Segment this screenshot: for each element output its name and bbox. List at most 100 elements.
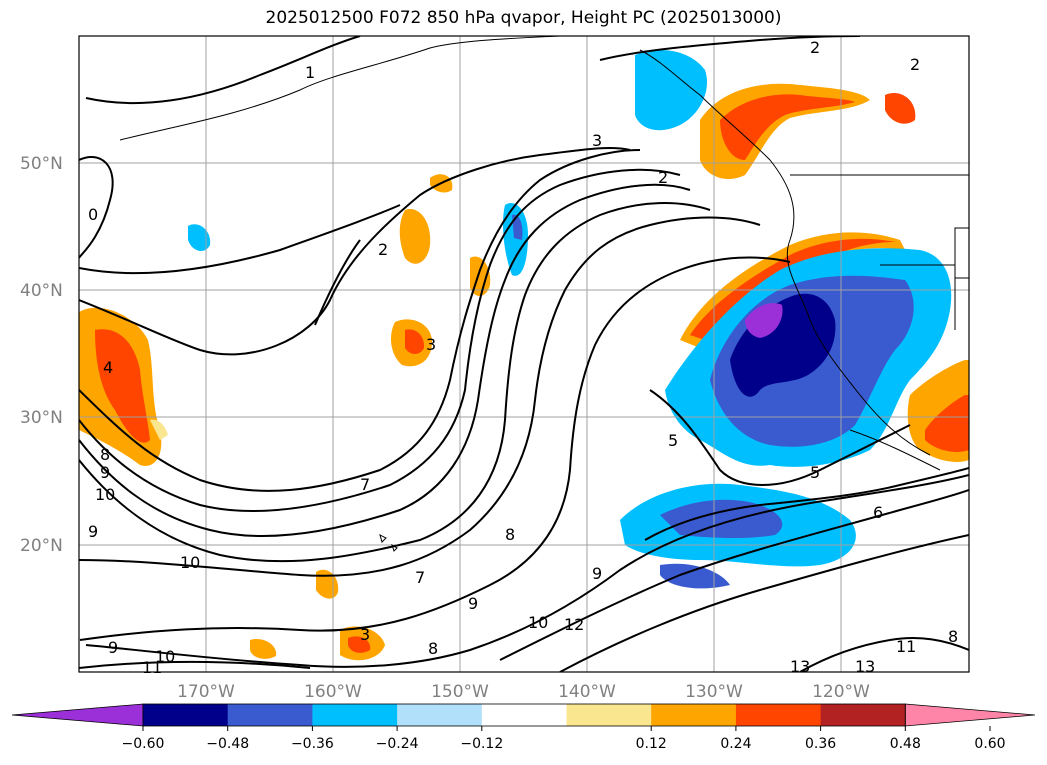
- negative-anomaly-south-core: [660, 499, 783, 539]
- contour-label: 8: [100, 445, 110, 464]
- lon-label: 160°W: [304, 682, 362, 702]
- contour-label: 9: [108, 638, 118, 657]
- contour-6: [79, 202, 711, 563]
- lat-label: 50°N: [20, 154, 63, 174]
- contour-4: [79, 168, 681, 513]
- colorbar-segment: [566, 704, 652, 726]
- contour-2-central: [79, 146, 631, 356]
- positive-anomaly-west-edge: [150, 419, 168, 440]
- graticule: [79, 36, 969, 672]
- colorbar-segment: [227, 704, 313, 726]
- contour-10: [79, 489, 969, 669]
- colorbar-tick-label: −0.60: [122, 736, 165, 752]
- contour-label: 9: [100, 463, 110, 482]
- positive-anomaly-small-2: [316, 569, 339, 599]
- positive-anomaly-small-3-core: [348, 636, 371, 653]
- contour-label: 2: [658, 168, 668, 187]
- negative-anomaly-peak: [745, 303, 783, 338]
- colorbar-segment: [143, 704, 229, 726]
- coastline-aleutians: [299, 36, 561, 91]
- colorbar-segment: [397, 704, 483, 726]
- negative-anomaly-small-1: [188, 224, 211, 252]
- positive-anomaly-bc-core: [720, 94, 855, 160]
- contour-label-group: 1 2 2 2 2 3 3 0 4 8 9 10 9 10 9 10 11 7 …: [88, 38, 958, 677]
- contour-6-ca: [644, 467, 969, 541]
- contour-label: 13: [855, 657, 875, 676]
- colorbar: −0.60 −0.48 −0.36 −0.24 −0.12 0.12 0.24 0.36 0.4…: [11, 703, 1036, 752]
- colorbar-segment: [735, 704, 822, 726]
- contour-label: 9: [468, 594, 478, 613]
- lon-label: 120°W: [812, 682, 870, 702]
- contour-7: [79, 216, 761, 577]
- coastline-aleutians-west: [119, 89, 301, 141]
- colorbar-segment: [312, 704, 398, 726]
- positive-anomaly-160w: [399, 209, 431, 264]
- contour-label: 10: [528, 613, 548, 632]
- positive-anomaly-155w-core: [405, 329, 425, 354]
- colorbar-segment: [651, 704, 737, 726]
- lon-label: 170°W: [177, 682, 235, 702]
- colorbar-tick-label: −0.36: [291, 736, 334, 752]
- map-frame: [78, 35, 970, 673]
- negative-anomaly-145w: [502, 203, 528, 276]
- contour-label: 12: [564, 615, 584, 634]
- positive-anomaly-baja-core: [925, 395, 969, 452]
- contour-label: 2: [378, 240, 388, 259]
- colorbar-tick-label: −0.12: [460, 736, 503, 752]
- coastlines: [119, 36, 969, 552]
- contour-label: 11: [896, 637, 916, 656]
- positive-anomaly-west-inner: [95, 329, 150, 443]
- contour-label: 3: [592, 131, 602, 150]
- contour-label: 2: [910, 55, 920, 74]
- colorbar-border: [142, 703, 906, 727]
- contour-label: 3: [360, 625, 370, 644]
- contour-label: 8: [428, 639, 438, 658]
- contour-0: [79, 155, 114, 259]
- contour-label: 1: [305, 63, 315, 82]
- contour-label: 6: [873, 503, 883, 522]
- negative-anomaly-alaska: [635, 50, 708, 131]
- contour-label: 5: [810, 463, 820, 482]
- colorbar-tick-label: 0.12: [636, 736, 667, 752]
- lat-label: 40°N: [20, 281, 63, 301]
- contour-8: [79, 256, 791, 641]
- contour-label: 8: [505, 525, 515, 544]
- map-title: 2025012500 F072 850 hPa qvapor, Height P…: [265, 8, 782, 28]
- colorbar-segment: [820, 704, 906, 726]
- contour-9: [85, 474, 969, 668]
- lat-label: 20°N: [20, 536, 63, 556]
- lon-label: 140°W: [558, 682, 616, 702]
- contour-label: 10: [95, 485, 115, 504]
- contour-13: [799, 637, 969, 672]
- negative-anomaly-south-2: [660, 563, 730, 589]
- contour-label: 7: [415, 568, 425, 587]
- contour-label: 9: [88, 522, 98, 541]
- contour-west-2: [79, 204, 401, 275]
- colorbar-tick-label: 0.36: [805, 736, 836, 752]
- contour-label: 4: [103, 358, 113, 377]
- qvapor-shading: [79, 50, 969, 661]
- colorbar-extension-min: [11, 703, 144, 727]
- contour-label: 3: [426, 335, 436, 354]
- contour-label: 10: [180, 553, 200, 572]
- contour-2-west-segment: [314, 239, 361, 326]
- contour-label: 10: [155, 647, 175, 666]
- colorbar-segment: [481, 704, 567, 726]
- negative-anomaly-145w-core: [512, 214, 523, 240]
- contour-3: [79, 149, 641, 492]
- latitude-labels: 50°N 40°N 30°N 20°N: [20, 154, 63, 556]
- state-border-box: [954, 227, 969, 279]
- contour-label: 2: [810, 38, 820, 57]
- contour-5: [79, 183, 691, 538]
- contour-1: [85, 36, 361, 105]
- positive-anomaly-small-4: [250, 638, 277, 659]
- contour-5-ca: [649, 389, 911, 486]
- positive-anomaly-idaho: [885, 92, 916, 124]
- colorbar-tick-label: −0.24: [376, 736, 419, 752]
- colorbar-tick-label: 0.48: [890, 736, 921, 752]
- contour-12: [559, 534, 969, 672]
- lon-label: 130°W: [685, 682, 743, 702]
- colorbar-tick-label: 0.60: [974, 736, 1005, 752]
- contour-label: 11: [142, 658, 162, 677]
- colorbar-extension-max: [904, 703, 1036, 727]
